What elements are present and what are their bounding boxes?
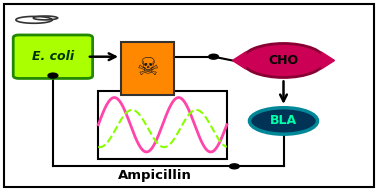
Bar <box>98 91 227 159</box>
Circle shape <box>209 54 218 59</box>
Text: E. coli: E. coli <box>32 50 74 63</box>
Ellipse shape <box>249 108 318 134</box>
Text: Ampicillin: Ampicillin <box>118 169 192 182</box>
Polygon shape <box>232 52 246 69</box>
Text: ☠: ☠ <box>136 56 159 80</box>
Text: BLA: BLA <box>270 115 297 127</box>
FancyBboxPatch shape <box>13 35 93 78</box>
Polygon shape <box>321 52 335 69</box>
Bar <box>121 42 174 94</box>
Text: CHO: CHO <box>268 54 299 67</box>
Ellipse shape <box>242 43 325 77</box>
Circle shape <box>229 164 239 169</box>
Circle shape <box>48 73 58 78</box>
